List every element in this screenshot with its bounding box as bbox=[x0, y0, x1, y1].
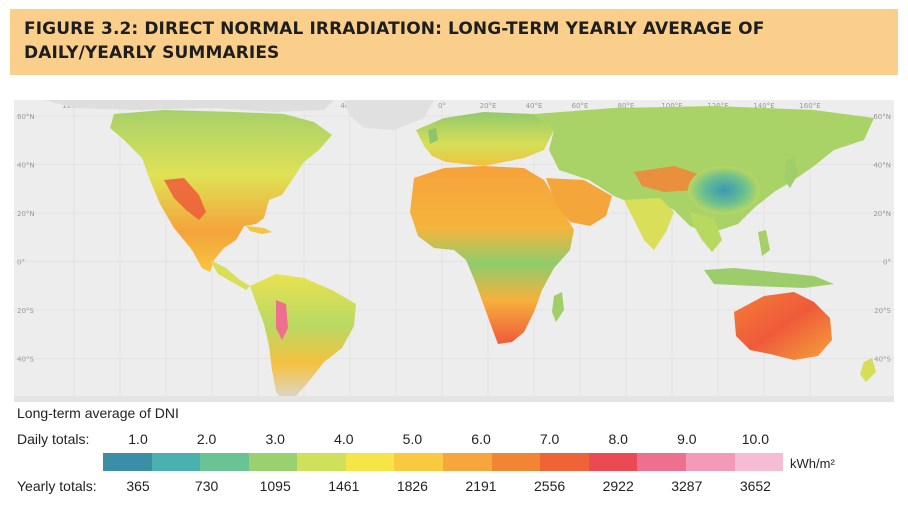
yearly-tick-label: 1095 bbox=[259, 478, 291, 494]
daily-tick-label: 7.0 bbox=[539, 431, 560, 447]
latitude-label: 20°N bbox=[17, 210, 35, 218]
tibet-hotspot bbox=[634, 166, 704, 192]
yearly-tick-label: 365 bbox=[126, 478, 150, 494]
unit-label: kWh/m² bbox=[790, 456, 835, 471]
central-america-shape bbox=[210, 260, 250, 290]
latitude-label: 40°S bbox=[874, 356, 891, 364]
scale-segment bbox=[394, 453, 444, 471]
longitude-label: 120°E bbox=[707, 102, 728, 110]
yearly-totals-label: Yearly totals: bbox=[17, 478, 97, 494]
latitude-label: 0° bbox=[17, 259, 25, 267]
legend-title: Long-term average of DNI bbox=[17, 405, 179, 421]
atacama-hotspot bbox=[276, 300, 288, 340]
yearly-tick-label: 3652 bbox=[739, 478, 771, 494]
philippines-shape bbox=[758, 230, 770, 256]
japan-shape bbox=[784, 158, 798, 188]
figure-header: FIGURE 3.2: DIRECT NORMAL IRRADIATION: L… bbox=[10, 9, 898, 75]
daily-tick-label: 5.0 bbox=[402, 431, 423, 447]
australia-shape bbox=[734, 292, 832, 360]
daily-totals-label: Daily totals: bbox=[17, 431, 90, 447]
latitude-label: 20°N bbox=[873, 210, 891, 218]
longitude-label: 100°E bbox=[661, 102, 682, 110]
latitude-label: 40°N bbox=[873, 162, 891, 170]
yearly-tick-label: 3287 bbox=[671, 478, 703, 494]
antarctic-band bbox=[14, 396, 894, 402]
daily-tick-label: 8.0 bbox=[608, 431, 628, 447]
latitude-label: 20°S bbox=[874, 307, 891, 315]
longitude-label: 40°E bbox=[526, 102, 543, 110]
scale-segment bbox=[637, 453, 686, 471]
scale-segment bbox=[103, 453, 152, 471]
india-shape bbox=[624, 198, 674, 250]
yearly-tick-label: 730 bbox=[194, 478, 219, 494]
scale-segment bbox=[734, 453, 784, 471]
africa-shape bbox=[410, 166, 574, 344]
latitude-label: 40°S bbox=[17, 356, 34, 364]
asia-shape bbox=[534, 106, 874, 232]
yearly-tick-label: 1461 bbox=[328, 478, 360, 494]
new-zealand-shape bbox=[860, 358, 876, 382]
longitude-label: 80°E bbox=[618, 102, 635, 110]
caribbean-shape bbox=[246, 226, 272, 234]
arabia-shape bbox=[546, 178, 612, 226]
madagascar-shape bbox=[552, 292, 564, 322]
daily-tick-label: 9.0 bbox=[677, 431, 697, 447]
daily-tick-label: 1.0 bbox=[128, 431, 148, 447]
scale-segment bbox=[588, 453, 638, 471]
yearly-tick-label: 2922 bbox=[602, 478, 634, 494]
scale-segment bbox=[443, 453, 492, 471]
daily-tick-label: 10.0 bbox=[741, 431, 770, 447]
scale-segment bbox=[297, 453, 346, 471]
longitude-label: 20°E bbox=[480, 102, 497, 110]
daily-tick-label: 2.0 bbox=[196, 431, 217, 447]
daily-tick-label: 4.0 bbox=[334, 431, 354, 447]
indonesia-shape bbox=[704, 268, 834, 288]
scale-segment bbox=[345, 453, 395, 471]
scale-segment bbox=[491, 453, 541, 471]
scale-segment bbox=[685, 453, 735, 471]
latitude-label: 0° bbox=[883, 259, 891, 267]
north-america-shape bbox=[110, 110, 332, 272]
dni-color-scale bbox=[103, 453, 784, 471]
yearly-tick-label: 1826 bbox=[396, 478, 428, 494]
scale-segment bbox=[151, 453, 201, 471]
arctic-canada-shape bbox=[44, 100, 334, 112]
world-dni-map: 160°W140°W120°W100°W80°W60°W40°W20°W0°20… bbox=[14, 100, 894, 402]
mexico-hotspot bbox=[164, 178, 206, 220]
europe-shape bbox=[416, 112, 554, 166]
figure-title: FIGURE 3.2: DIRECT NORMAL IRRADIATION: L… bbox=[24, 19, 765, 63]
longitude-label: 160°E bbox=[799, 102, 820, 110]
scale-segment bbox=[200, 453, 249, 471]
uk-shape bbox=[428, 128, 438, 144]
latitude-label: 60°N bbox=[873, 113, 891, 121]
daily-tick-label: 6.0 bbox=[471, 431, 491, 447]
scale-segment bbox=[540, 453, 589, 471]
latitude-label: 60°N bbox=[17, 113, 35, 121]
south-america-shape bbox=[250, 274, 356, 402]
longitude-label: 0° bbox=[438, 102, 446, 110]
yearly-tick-label: 2556 bbox=[534, 478, 566, 494]
china-low-dni bbox=[688, 166, 760, 214]
daily-tick-label: 3.0 bbox=[265, 431, 285, 447]
yearly-tick-label: 2191 bbox=[465, 478, 497, 494]
greenland-shape bbox=[344, 100, 434, 130]
scale-segment bbox=[248, 453, 298, 471]
longitude-label: 140°E bbox=[753, 102, 774, 110]
latitude-label: 20°S bbox=[17, 307, 34, 315]
southeast-asia-shape bbox=[690, 212, 722, 252]
longitude-label: 60°E bbox=[572, 102, 589, 110]
latitude-label: 40°N bbox=[17, 162, 35, 170]
world-map-svg: 160°W140°W120°W100°W80°W60°W40°W20°W0°20… bbox=[14, 100, 894, 402]
